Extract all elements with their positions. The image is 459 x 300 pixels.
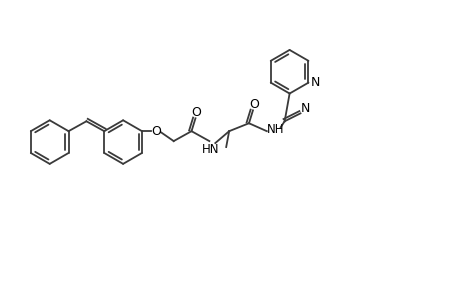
Text: O: O [191, 106, 201, 119]
Text: N: N [300, 102, 309, 115]
Text: O: O [151, 125, 161, 138]
Text: N: N [310, 76, 319, 89]
Text: NH: NH [266, 123, 284, 136]
Text: HN: HN [201, 142, 218, 155]
Text: O: O [248, 98, 258, 111]
